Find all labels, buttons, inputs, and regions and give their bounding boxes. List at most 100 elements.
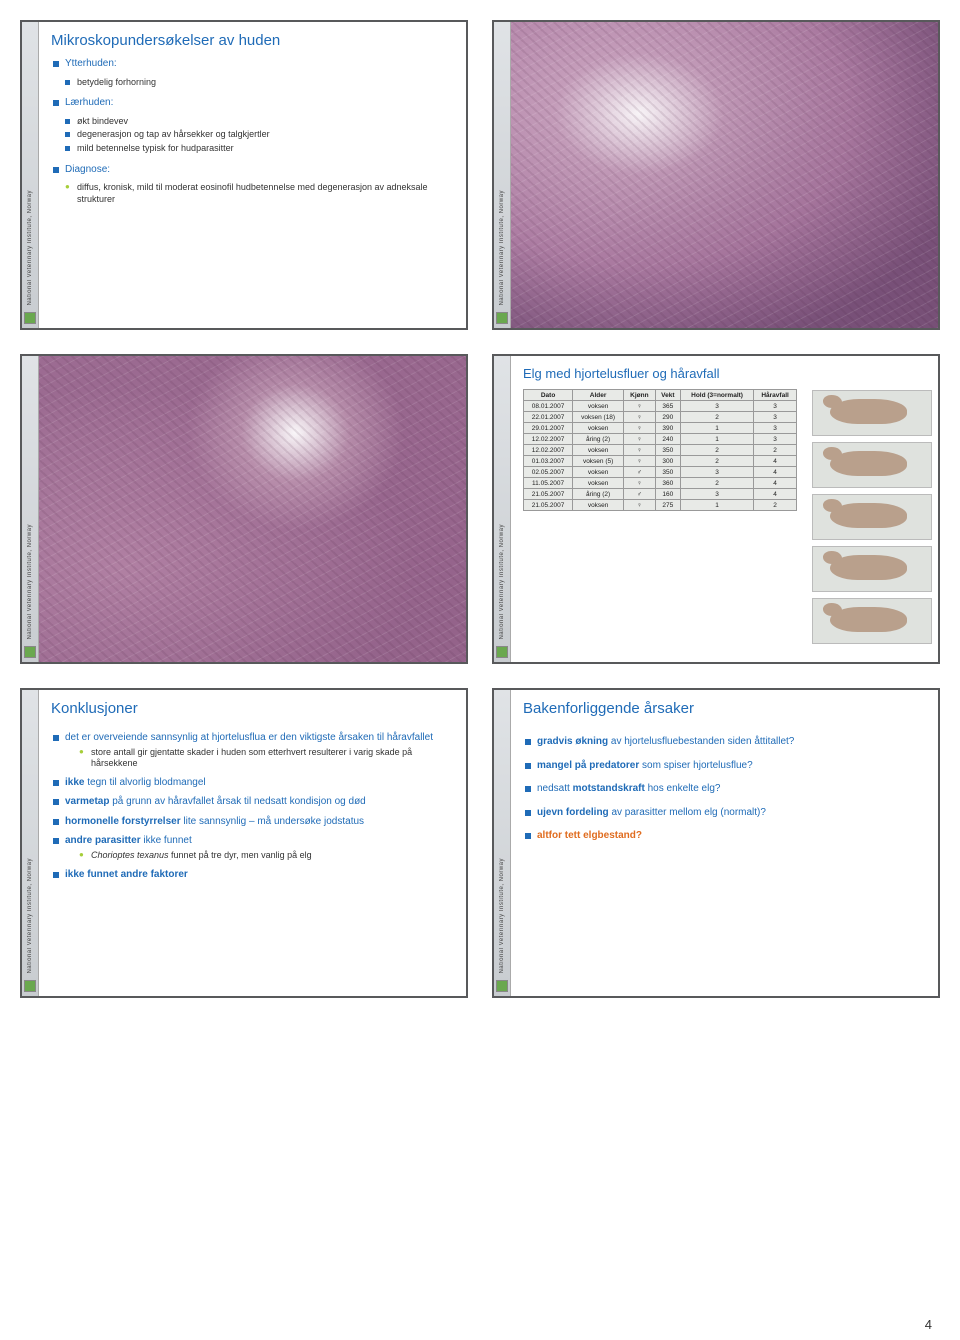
table-row: 21.05.2007voksen♀27512 bbox=[524, 500, 797, 511]
bullet-item: mangel på predatorer som spiser hjortelu… bbox=[523, 759, 926, 773]
table-row: 01.03.2007voksen (5)♀30024 bbox=[524, 456, 797, 467]
bullet-item: ikke tegn til alvorlig blodmangel bbox=[51, 776, 454, 790]
table-cell: 1 bbox=[681, 500, 754, 511]
table-header: Dato bbox=[524, 390, 573, 401]
slide-title: Elg med hjortelusfluer og håravfall bbox=[523, 366, 926, 381]
slide-grid: National Veterinary Institute, Norway Mi… bbox=[20, 20, 940, 998]
bullet-item: mild betennelse typisk for hudparasitter bbox=[65, 143, 454, 155]
sidebar-label: National Veterinary Institute, Norway bbox=[499, 524, 505, 640]
bullet-item: økt bindevev bbox=[65, 116, 454, 128]
bullet-item: diffus, kronisk, mild til moderat eosino… bbox=[65, 182, 454, 205]
table-cell: ♀ bbox=[624, 434, 656, 445]
table-cell: 21.05.2007 bbox=[524, 500, 573, 511]
logo-icon bbox=[496, 646, 508, 658]
table-header: Hold (3=normalt) bbox=[681, 390, 754, 401]
table-cell: voksen bbox=[573, 445, 624, 456]
elk-icon bbox=[812, 442, 932, 488]
bullet-item: nedsatt motstandskraft hos enkelte elg? bbox=[523, 782, 926, 796]
table-cell: ♀ bbox=[624, 456, 656, 467]
table-cell: 1 bbox=[681, 434, 754, 445]
bullet-item: andre parasitter ikke funnet Chorioptes … bbox=[51, 834, 454, 861]
slide-sidebar: National Veterinary Institute, Norway bbox=[494, 22, 511, 328]
histology-image bbox=[39, 356, 466, 662]
table-cell: 4 bbox=[754, 478, 797, 489]
slide-sidebar: National Veterinary Institute, Norway bbox=[494, 356, 511, 662]
table-row: 12.02.2007åring (2)♀24013 bbox=[524, 434, 797, 445]
slide-title: Bakenforliggende årsaker bbox=[523, 700, 926, 717]
table-row: 11.05.2007voksen♀36024 bbox=[524, 478, 797, 489]
table-cell: 350 bbox=[655, 445, 680, 456]
table-cell: 300 bbox=[655, 456, 680, 467]
table-cell: 4 bbox=[754, 489, 797, 500]
table-cell: 3 bbox=[681, 401, 754, 412]
table-row: 29.01.2007voksen♀39013 bbox=[524, 423, 797, 434]
table-cell: voksen (5) bbox=[573, 456, 624, 467]
table-cell: 2 bbox=[681, 456, 754, 467]
bullet-item: gradvis økning av hjortelusfluebestanden… bbox=[523, 735, 926, 749]
logo-icon bbox=[496, 980, 508, 992]
section-heading: Diagnose: bbox=[51, 163, 454, 177]
table-cell: 350 bbox=[655, 467, 680, 478]
elk-illustrations bbox=[812, 390, 932, 644]
table-cell: ♀ bbox=[624, 423, 656, 434]
table-cell: 2 bbox=[681, 478, 754, 489]
table-cell: voksen bbox=[573, 423, 624, 434]
table-row: 02.05.2007voksen♂35034 bbox=[524, 467, 797, 478]
bullet-item: ikke funnet andre faktorer bbox=[51, 868, 454, 882]
table-cell: ♂ bbox=[624, 489, 656, 500]
table-cell: 240 bbox=[655, 434, 680, 445]
table-row: 08.01.2007voksen♀36533 bbox=[524, 401, 797, 412]
table-cell: ♀ bbox=[624, 500, 656, 511]
slide-sidebar: National Veterinary Institute, Norway bbox=[22, 22, 39, 328]
table-cell: ♀ bbox=[624, 445, 656, 456]
slide-title: Konklusjoner bbox=[51, 700, 454, 717]
sidebar-label: National Veterinary Institute, Norway bbox=[27, 858, 33, 974]
slide-sidebar: National Veterinary Institute, Norway bbox=[22, 690, 39, 996]
sub-bullet: Chorioptes texanus funnet på tre dyr, me… bbox=[79, 850, 454, 862]
table-cell: åring (2) bbox=[573, 434, 624, 445]
elk-icon bbox=[812, 546, 932, 592]
sidebar-label: National Veterinary Institute, Norway bbox=[499, 858, 505, 974]
table-cell: 12.02.2007 bbox=[524, 445, 573, 456]
table-cell: ♀ bbox=[624, 401, 656, 412]
table-cell: 2 bbox=[754, 500, 797, 511]
logo-icon bbox=[24, 646, 36, 658]
table-cell: voksen bbox=[573, 500, 624, 511]
table-cell: 390 bbox=[655, 423, 680, 434]
elk-icon bbox=[812, 494, 932, 540]
table-header: Håravfall bbox=[754, 390, 797, 401]
logo-icon bbox=[496, 312, 508, 324]
table-cell: 12.02.2007 bbox=[524, 434, 573, 445]
table-cell: voksen (18) bbox=[573, 412, 624, 423]
table-cell: 4 bbox=[754, 467, 797, 478]
table-cell: 3 bbox=[681, 467, 754, 478]
table-cell: 2 bbox=[681, 445, 754, 456]
slide-sidebar: National Veterinary Institute, Norway bbox=[22, 356, 39, 662]
table-cell: voksen bbox=[573, 467, 624, 478]
table-cell: 2 bbox=[754, 445, 797, 456]
bullet-item: degenerasjon og tap av hårsekker og talg… bbox=[65, 129, 454, 141]
bullet-item: det er overveiende sannsynlig at hjortel… bbox=[51, 731, 454, 770]
table-cell: 275 bbox=[655, 500, 680, 511]
bullet-item: ujevn fordeling av parasitter mellom elg… bbox=[523, 806, 926, 820]
slide-histology-2: National Veterinary Institute, Norway bbox=[20, 354, 468, 664]
table-cell: voksen bbox=[573, 401, 624, 412]
bullet-item: hormonelle forstyrrelser lite sannsynlig… bbox=[51, 815, 454, 829]
table-cell: 160 bbox=[655, 489, 680, 500]
slide-sidebar: National Veterinary Institute, Norway bbox=[494, 690, 511, 996]
table-cell: 3 bbox=[754, 412, 797, 423]
logo-icon bbox=[24, 312, 36, 324]
elk-data-table: DatoAlderKjønnVektHold (3=normalt)Håravf… bbox=[523, 389, 797, 511]
table-cell: 290 bbox=[655, 412, 680, 423]
table-cell: 29.01.2007 bbox=[524, 423, 573, 434]
slide-causes: National Veterinary Institute, Norway Ba… bbox=[492, 688, 940, 998]
histology-image bbox=[511, 22, 938, 328]
slide-microscopy-text: National Veterinary Institute, Norway Mi… bbox=[20, 20, 468, 330]
slide-conclusions: National Veterinary Institute, Norway Ko… bbox=[20, 688, 468, 998]
table-header: Alder bbox=[573, 390, 624, 401]
table-header: Vekt bbox=[655, 390, 680, 401]
sub-bullet: store antall gir gjentatte skader i hude… bbox=[79, 747, 454, 770]
table-row: 12.02.2007voksen♀35022 bbox=[524, 445, 797, 456]
table-cell: åring (2) bbox=[573, 489, 624, 500]
table-cell: 1 bbox=[681, 423, 754, 434]
